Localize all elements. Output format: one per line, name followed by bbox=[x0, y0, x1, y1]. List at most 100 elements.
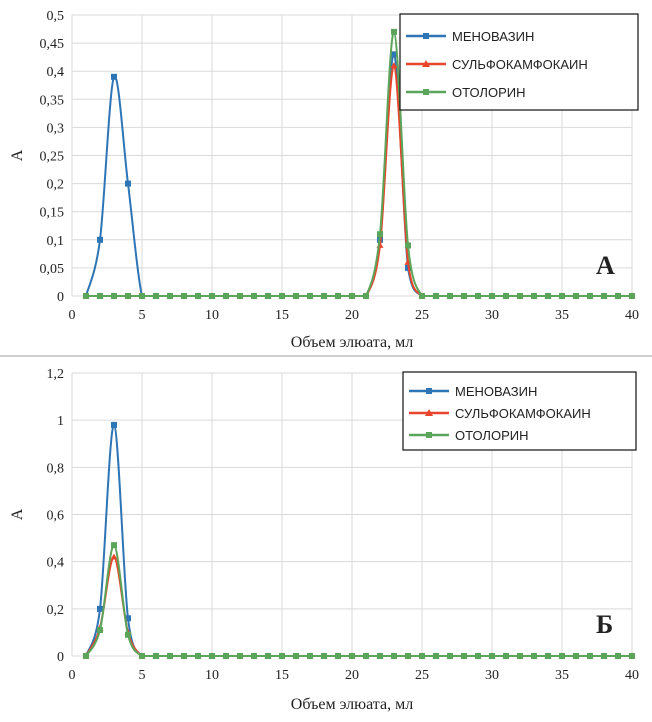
y-tick-label: 0,1 bbox=[47, 234, 65, 249]
y-axis-title: А bbox=[9, 149, 26, 161]
data-point bbox=[111, 421, 117, 428]
data-point bbox=[349, 653, 355, 659]
legend-label: МЕНОВАЗИН bbox=[455, 384, 537, 399]
data-point bbox=[391, 51, 397, 58]
data-point bbox=[279, 293, 285, 299]
data-point bbox=[517, 653, 523, 659]
y-tick-label: 0,4 bbox=[47, 65, 65, 80]
x-axis-title: Объем элюата, мл bbox=[291, 696, 413, 713]
data-point bbox=[489, 293, 495, 299]
data-point bbox=[125, 631, 131, 638]
data-point bbox=[447, 653, 453, 659]
chart-b-svg: 0 5 10 15 20 25 30 35 40 0 0,2 0,4 0,6 0,8 1 1,2 Объем э… bbox=[9, 367, 639, 713]
data-point bbox=[223, 293, 229, 299]
data-point bbox=[573, 293, 579, 299]
data-point bbox=[419, 293, 425, 299]
data-point bbox=[321, 653, 327, 659]
data-point bbox=[391, 653, 397, 659]
data-point bbox=[237, 653, 243, 659]
legend-label: МЕНОВАЗИН bbox=[452, 29, 534, 44]
data-point bbox=[629, 653, 635, 659]
data-point bbox=[83, 653, 89, 659]
chart-panel-b: 0 5 10 15 20 25 30 35 40 0 0,2 0,4 0,6 0,8 1 1,2 Объем э… bbox=[0, 358, 652, 717]
legend-label: ОТОЛОРИН bbox=[452, 85, 525, 100]
data-point bbox=[559, 653, 565, 659]
data-point bbox=[531, 653, 537, 659]
data-point bbox=[265, 653, 271, 659]
data-point bbox=[559, 293, 565, 299]
data-point bbox=[433, 653, 439, 659]
data-point bbox=[153, 293, 159, 299]
data-point bbox=[181, 653, 187, 659]
data-point bbox=[279, 653, 285, 659]
data-point bbox=[489, 653, 495, 659]
x-tick-label: 30 bbox=[485, 308, 499, 323]
data-point bbox=[573, 653, 579, 659]
data-point bbox=[153, 653, 159, 659]
data-point bbox=[601, 653, 607, 659]
data-point bbox=[251, 293, 257, 299]
y-tick-label: 0,05 bbox=[40, 262, 65, 277]
x-tick-label: 35 bbox=[555, 308, 569, 323]
y-tick-label: 0,35 bbox=[40, 93, 65, 108]
data-point bbox=[307, 293, 313, 299]
legend-swatch-marker bbox=[426, 432, 432, 438]
data-point bbox=[390, 62, 398, 69]
data-point bbox=[223, 653, 229, 659]
data-point bbox=[195, 293, 201, 299]
x-axis-title: Объем элюата, мл bbox=[291, 334, 413, 351]
legend-swatch-marker bbox=[422, 60, 430, 67]
legend-swatch-marker bbox=[423, 89, 429, 95]
data-point bbox=[209, 293, 215, 299]
legend-box bbox=[399, 13, 639, 111]
x-tick-label: 40 bbox=[625, 308, 639, 323]
legend-box bbox=[402, 371, 637, 451]
data-point bbox=[251, 653, 257, 659]
x-tick-label: 0 bbox=[69, 308, 76, 323]
y-tick-label: 0,15 bbox=[40, 206, 65, 221]
x-tick-label: 20 bbox=[345, 308, 359, 323]
y-tick-label: 0,25 bbox=[40, 150, 65, 165]
data-point bbox=[587, 293, 593, 299]
y-tick-label: 0,2 bbox=[47, 603, 65, 618]
chart-a-svg: 0 5 10 15 20 25 30 35 40 0 0,05 0,1 0,15 0,2 0,25 0,3 0,… bbox=[9, 9, 639, 351]
y-tick-label: 0,2 bbox=[47, 178, 65, 193]
y-tick-label: 0,5 bbox=[47, 9, 65, 24]
data-point bbox=[97, 627, 103, 634]
data-point bbox=[517, 293, 523, 299]
data-point bbox=[363, 653, 369, 659]
data-point bbox=[405, 242, 411, 249]
x-tick-label: 15 bbox=[275, 308, 289, 323]
x-tick-label: 20 bbox=[345, 668, 359, 683]
data-point bbox=[307, 653, 313, 659]
y-tick-label: 0 bbox=[57, 650, 64, 665]
legend-label: СУЛЬФОКАМФОКАИН bbox=[455, 406, 591, 421]
legend-swatch-marker bbox=[426, 388, 432, 394]
panel-letter: Б bbox=[596, 610, 613, 639]
data-point bbox=[461, 653, 467, 659]
data-point bbox=[433, 293, 439, 299]
data-point bbox=[363, 293, 369, 299]
data-point bbox=[111, 73, 117, 80]
x-tick-label: 25 bbox=[415, 668, 429, 683]
data-point bbox=[335, 293, 341, 299]
data-point bbox=[125, 615, 131, 622]
legend-swatch-marker bbox=[425, 409, 433, 416]
x-tick-label: 25 bbox=[415, 308, 429, 323]
x-tick-label: 15 bbox=[275, 668, 289, 683]
data-point bbox=[181, 293, 187, 299]
data-point bbox=[545, 293, 551, 299]
y-tick-label: 0 bbox=[57, 290, 64, 305]
data-point bbox=[349, 293, 355, 299]
series-line-0 bbox=[85, 423, 632, 658]
legend-label: ОТОЛОРИН bbox=[455, 428, 528, 443]
y-tick-label: 0,6 bbox=[47, 509, 65, 524]
data-point bbox=[237, 293, 243, 299]
x-tick-label: 10 bbox=[205, 308, 219, 323]
data-point bbox=[391, 28, 397, 35]
y-tick-label: 0,3 bbox=[47, 121, 65, 136]
x-tick-label: 35 bbox=[555, 668, 569, 683]
data-point bbox=[447, 293, 453, 299]
chart-panel-a: 0 5 10 15 20 25 30 35 40 0 0,05 0,1 0,15 0,2 0,25 0,3 0,… bbox=[0, 0, 652, 355]
data-point bbox=[601, 293, 607, 299]
